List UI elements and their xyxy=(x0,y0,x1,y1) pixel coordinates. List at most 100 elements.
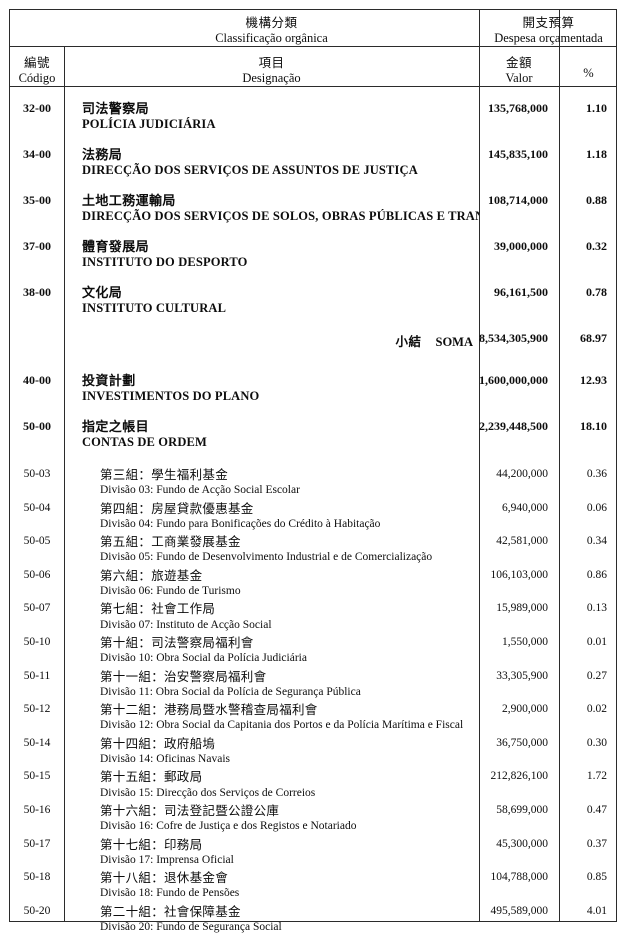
row-value: 212,826,100 xyxy=(490,770,549,783)
header-despesa-zh: 開支預算 xyxy=(522,16,575,30)
subtotal-value: 8,534,305,900 xyxy=(479,331,548,345)
row-designation: 第十四組：政府船塢 Divisão 14: Oficinas Navais xyxy=(64,737,479,766)
row-code: 50-16 xyxy=(23,804,51,816)
row-designation-pt: Divisão 11: Obra Social da Polícia de Se… xyxy=(100,685,361,698)
row-percent: 0.78 xyxy=(586,285,607,299)
row-designation-pt: DIRECÇÃO DOS SERVIÇOS DE ASSUNTOS DE JUS… xyxy=(82,163,418,178)
row-designation: 第十組：司法警察局福利會 Divisão 10: Obra Social da P… xyxy=(64,636,479,665)
row-designation-pt: Divisão 18: Fundo de Pensões xyxy=(100,887,240,900)
row-designation: 第四組：房屋貸款優惠基金 Divisão 04: Fundo para Bonif… xyxy=(64,502,479,531)
row-code: 50-18 xyxy=(23,871,51,884)
row-designation: 第十五組：郵政局 Divisão 15: Direcção dos Serviço… xyxy=(64,770,479,799)
subtotal-label: 小結 SOMA xyxy=(64,331,479,350)
row-code: 50-10 xyxy=(23,636,51,648)
row-value: 145,835,100 xyxy=(488,147,548,161)
row-designation-zh: 投資計劃 xyxy=(82,373,136,388)
header-organica-zh: 機構分類 xyxy=(245,16,298,30)
row-designation-pt: Divisão 10: Obra Social da Polícia Judic… xyxy=(100,652,307,665)
row-designation-pt: Divisão 12: Obra Social da Capitania dos… xyxy=(100,719,464,732)
row-designation-zh: 第十組：司法警察局福利會 xyxy=(100,636,254,650)
row-code: 50-14 xyxy=(23,736,51,749)
row-code: 34-00 xyxy=(23,147,51,161)
row-designation: 第三組：學生福利基金 Divisão 03: Fundo de Acção Soc… xyxy=(64,468,479,497)
row-designation-pt: INSTITUTO DO DESPORTO xyxy=(82,255,248,270)
row-designation-pt: Divisão 07: Instituto de Acção Social xyxy=(100,618,272,631)
row-percent: 0.06 xyxy=(586,501,607,514)
row-value: 1,550,000 xyxy=(502,636,548,648)
row-designation-pt: DIRECÇÃO DOS SERVIÇOS DE SOLOS, OBRAS PÚ… xyxy=(82,209,479,224)
row-percent: 0.02 xyxy=(586,703,607,716)
row-designation-zh: 第二十組：社會保障基金 xyxy=(100,904,241,919)
row-designation-pt: INVESTIMENTOS DO PLANO xyxy=(82,389,260,404)
row-value: 96,161,500 xyxy=(494,285,548,299)
row-designation: 第七組：社會工作局 Divisão 07: Instituto de Acção … xyxy=(64,602,479,631)
row-percent: 0.86 xyxy=(586,568,607,581)
row-designation-pt: POLÍCIA JUDICIÁRIA xyxy=(82,117,216,132)
row-designation-pt: Divisão 16: Cofre de Justiça e dos Regis… xyxy=(100,820,357,833)
row-designation: 投資計劃 INVESTIMENTOS DO PLANO xyxy=(64,373,479,405)
row-percent: 0.34 xyxy=(586,535,607,548)
header-rule-bottom xyxy=(10,86,616,87)
header-codigo-pt: Código xyxy=(18,71,56,86)
row-designation: 司法警察局 POLÍCIA JUDICIÁRIA xyxy=(64,101,479,133)
column-rule-codigo xyxy=(64,46,65,921)
row-value: 104,788,000 xyxy=(490,871,549,884)
row-designation-zh: 體育發展局 xyxy=(82,239,150,254)
row-value: 2,900,000 xyxy=(502,703,548,716)
row-designation: 第十六組：司法登記暨公證公庫 Divisão 16: Cofre de Justi… xyxy=(64,804,479,833)
row-code: 50-06 xyxy=(23,568,51,581)
row-designation-pt: Divisão 03: Fundo de Acção Social Escola… xyxy=(100,484,300,497)
row-code: 40-00 xyxy=(23,373,51,387)
row-designation-zh: 第七組：社會工作局 xyxy=(100,602,216,617)
row-designation-zh: 第三組：學生福利基金 xyxy=(100,468,229,482)
row-percent: 0.01 xyxy=(586,636,607,648)
row-designation-pt: Divisão 05: Fundo de Desenvolvimento Ind… xyxy=(100,551,433,564)
row-percent: 1.10 xyxy=(586,101,607,115)
row-code: 50-00 xyxy=(23,419,51,433)
row-code: 35-00 xyxy=(23,193,51,207)
row-value: 42,581,000 xyxy=(496,535,548,548)
row-code: 50-12 xyxy=(23,703,51,716)
row-value: 39,000,000 xyxy=(494,239,548,253)
row-designation-zh: 指定之帳目 xyxy=(82,419,150,434)
row-designation-pt: INSTITUTO CULTURAL xyxy=(82,301,227,316)
row-code: 50-04 xyxy=(23,501,51,514)
row-percent: 18.10 xyxy=(580,419,607,433)
row-value: 44,200,000 xyxy=(496,468,548,480)
subtotal-label-pt: SOMA xyxy=(435,335,474,349)
row-code: 50-05 xyxy=(23,535,51,548)
row-percent: 1.18 xyxy=(586,147,607,161)
row-designation: 文化局 INSTITUTO CULTURAL xyxy=(64,285,479,317)
row-value: 1,600,000,000 xyxy=(479,373,548,387)
row-designation-zh: 第十四組：政府船塢 xyxy=(100,736,216,751)
row-value: 106,103,000 xyxy=(490,568,549,581)
row-designation-zh: 司法警察局 xyxy=(82,101,150,116)
row-value: 36,750,000 xyxy=(496,736,548,749)
row-code: 38-00 xyxy=(23,285,51,299)
row-designation: 指定之帳目 CONTAS DE ORDEM xyxy=(64,419,479,451)
header-designacao-zh: 項目 xyxy=(258,56,285,70)
row-designation: 土地工務運輸局 DIRECÇÃO DOS SERVIÇOS DE SOLOS, O… xyxy=(64,193,479,225)
row-designation: 第六組：旅遊基金 Divisão 06: Fundo de Turismo xyxy=(64,569,479,598)
row-designation-zh: 第十八組：退休基金會 xyxy=(100,871,229,886)
row-value: 45,300,000 xyxy=(496,837,548,850)
row-value: 108,714,000 xyxy=(488,193,548,207)
row-value: 6,940,000 xyxy=(502,501,548,514)
row-designation-zh: 第四組：房屋貸款優惠基金 xyxy=(100,501,254,516)
row-code: 50-17 xyxy=(23,837,51,850)
row-designation: 第十二組：港務局暨水警稽查局福利會 Divisão 12: Obra Social… xyxy=(64,703,479,732)
column-rule-percent xyxy=(559,10,560,921)
row-designation-zh: 土地工務運輸局 xyxy=(82,193,176,208)
row-percent: 0.13 xyxy=(586,602,607,615)
row-designation-zh: 第十一組：治安警察局福利會 xyxy=(100,669,267,684)
row-designation-pt: Divisão 04: Fundo para Bonificações do C… xyxy=(100,517,381,530)
subtotal-percent: 68.97 xyxy=(580,331,607,345)
header-classificacao-organica: 機構分類 Classificação orgânica xyxy=(64,16,479,47)
header-despesa-orcamentada: 開支預算 Despesa orçamentada xyxy=(479,16,618,47)
row-value: 15,989,000 xyxy=(496,602,548,615)
header-codigo-zh: 編號 xyxy=(23,56,50,70)
row-designation-zh: 第六組：旅遊基金 xyxy=(100,568,203,583)
row-percent: 0.88 xyxy=(586,193,607,207)
row-designation: 第二十組：社會保障基金 Divisão 20: Fundo de Seguranç… xyxy=(64,905,479,934)
